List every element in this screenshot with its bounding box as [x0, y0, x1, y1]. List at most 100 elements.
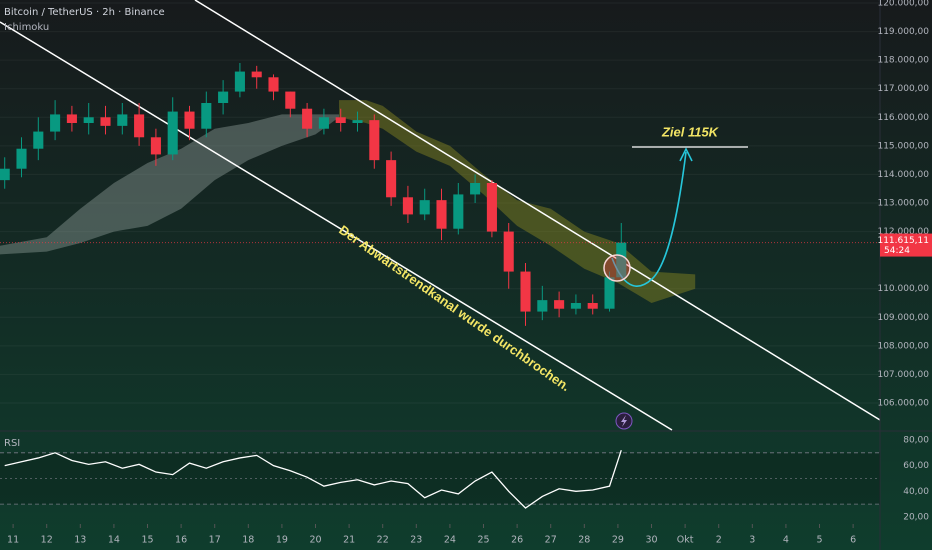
rsi-label: RSI: [4, 438, 20, 449]
indicator-label: Ichimoku: [4, 22, 49, 33]
channel-upper: [194, 0, 881, 421]
lightning: [621, 415, 627, 427]
candle-body: [570, 303, 581, 309]
rsi-tick-label: 60,00: [903, 461, 929, 471]
countdown: 54:24: [884, 246, 910, 256]
candle-body: [234, 71, 245, 92]
x-tick-label: 26: [511, 535, 523, 546]
symbol-title: Bitcoin / TetherUS · 2h · Binance: [4, 7, 165, 18]
y-tick-label: 115.000,00: [877, 141, 929, 151]
breakout-marker: [603, 254, 631, 282]
candle-body: [335, 117, 346, 123]
rsi-line: [4, 450, 622, 509]
candle-body: [587, 303, 598, 309]
candle-body: [0, 168, 10, 181]
x-tick-label: 13: [74, 535, 86, 546]
candles: [0, 63, 880, 326]
rsi-tick-label: 20,00: [903, 512, 929, 522]
candle-body: [386, 160, 397, 198]
x-tick-label: 5: [816, 535, 822, 546]
candle-body: [251, 71, 262, 78]
candle-body: [436, 200, 447, 229]
candle-body: [33, 131, 44, 149]
y-tick-label: 106.000,00: [877, 399, 929, 409]
x-tick-label: 27: [545, 535, 557, 546]
y-tick-label: 112.000,00: [877, 227, 929, 237]
candle-body: [503, 231, 514, 272]
y-tick-label: 107.000,00: [877, 370, 929, 380]
candle-body: [66, 114, 77, 123]
price-tag: [880, 233, 932, 257]
candle-body: [167, 111, 178, 155]
candle-body: [302, 108, 313, 129]
y-tick-label: 118.000,00: [877, 56, 929, 66]
candle-body: [402, 197, 413, 215]
candle-body: [50, 114, 61, 132]
candle-body: [100, 117, 111, 126]
y-tick-label: 110.000,00: [877, 284, 929, 294]
last-price-label: 111.615,11: [877, 236, 929, 246]
x-tick-label: 11: [7, 535, 19, 546]
rsi-pane: [0, 450, 880, 509]
x-tick-label: 12: [41, 535, 53, 546]
x-tick-label: 3: [749, 535, 755, 546]
target-label: Ziel 115K: [661, 124, 720, 139]
axes: 120.000,00 119.000,00 118.000,00 117.000,00…: [7, 0, 932, 546]
candle-body: [470, 183, 481, 195]
channel-lower: [0, 21, 673, 431]
candle-body: [201, 103, 212, 129]
rsi-tick-label: 40,00: [903, 487, 929, 497]
candle-body: [285, 91, 296, 109]
candle-body: [218, 91, 229, 103]
candle-body: [117, 114, 128, 126]
arrow-head: [679, 147, 693, 162]
x-tick-label: 6: [850, 535, 856, 546]
rsi-tick-label: 80,00: [903, 435, 929, 445]
y-tick-label: 113.000,00: [877, 199, 929, 209]
candle-body: [134, 114, 145, 138]
x-tick-label: 22: [377, 535, 389, 546]
x-tick-label: 28: [578, 535, 590, 546]
candle-body: [268, 77, 279, 92]
candle-body: [150, 137, 161, 155]
y-tick-label: 120.000,00: [877, 0, 929, 9]
candle-body: [520, 271, 531, 312]
x-tick-label: 21: [343, 535, 355, 546]
x-tick-label: 19: [276, 535, 288, 546]
cloud: [0, 114, 340, 255]
candle-body: [554, 300, 565, 309]
candle-body: [83, 117, 94, 123]
candle-body: [537, 300, 548, 312]
y-tick-label: 119.000,00: [877, 27, 929, 37]
x-tick-label: Okt: [677, 535, 694, 546]
candle-body: [486, 183, 497, 232]
candle-body: [369, 120, 380, 161]
y-tick-label: 109.000,00: [877, 313, 929, 323]
y-tick-label: 108.000,00: [877, 341, 929, 351]
x-tick-label: 29: [612, 535, 624, 546]
candle-body: [453, 194, 464, 229]
x-tick-label: 16: [175, 535, 187, 546]
y-tick-label: 117.000,00: [877, 84, 929, 94]
y-tick-label: 116.000,00: [877, 113, 929, 123]
x-tick-label: 17: [209, 535, 221, 546]
candle-body: [419, 200, 430, 215]
x-tick-label: 15: [141, 535, 153, 546]
x-tick-label: 30: [645, 535, 657, 546]
x-tick-label: 20: [309, 535, 321, 546]
y-tick-label: 114.000,00: [877, 170, 929, 180]
candle-body: [184, 111, 195, 129]
candle-body: [352, 120, 363, 123]
candle-body: [318, 117, 329, 129]
x-tick-label: 25: [477, 535, 489, 546]
candle-body: [16, 148, 27, 169]
x-tick-label: 14: [108, 535, 120, 546]
candle-body: [616, 242, 627, 278]
x-tick-label: 23: [410, 535, 422, 546]
candle-body: [604, 277, 615, 309]
x-tick-label: 2: [716, 535, 722, 546]
x-tick-label: 24: [444, 535, 456, 546]
